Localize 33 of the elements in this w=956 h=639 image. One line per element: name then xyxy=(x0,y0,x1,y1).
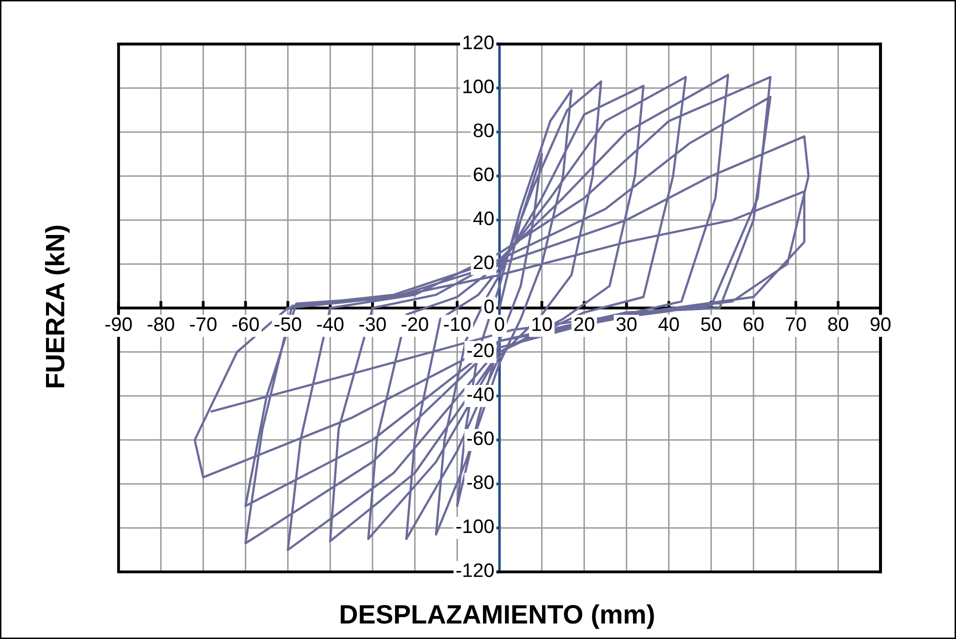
y-tick-label: 80 xyxy=(474,124,494,138)
x-tick-label: -40 xyxy=(317,317,344,332)
y-tick-label: 100 xyxy=(463,80,494,94)
x-tick-label: 10 xyxy=(532,317,552,332)
x-tick-label: -30 xyxy=(359,317,386,332)
y-axis-title: FUERZA (kN) xyxy=(45,226,70,388)
x-tick-label: 60 xyxy=(744,317,764,332)
y-tick-label: -120 xyxy=(456,563,494,578)
y-tick-label: 60 xyxy=(474,167,494,182)
x-tick-label: -10 xyxy=(444,317,470,332)
x-tick-label: -20 xyxy=(402,317,428,332)
x-tick-label: -60 xyxy=(232,317,259,332)
y-tick-label: -40 xyxy=(467,387,494,402)
y-tick-label: -80 xyxy=(467,475,494,490)
x-axis-title: DESPLAZAMIENTO (mm) xyxy=(340,604,654,629)
x-tick-label: -70 xyxy=(190,317,216,332)
x-tick-label: -80 xyxy=(148,317,174,332)
x-tick-label: 40 xyxy=(658,317,679,332)
y-tick-label: 0 xyxy=(484,299,494,314)
y-tick-label: 20 xyxy=(474,255,494,270)
x-tick-label: 90 xyxy=(870,317,891,332)
x-tick-label: 50 xyxy=(701,317,722,332)
y-tick-label: 120 xyxy=(463,36,494,50)
x-tick-label: 30 xyxy=(616,317,637,332)
x-tick-label: 20 xyxy=(574,317,594,332)
x-tick-label: 70 xyxy=(786,317,806,332)
x-tick-label: 0 xyxy=(494,317,504,332)
y-tick-label: -60 xyxy=(467,431,494,446)
x-tick-label: -50 xyxy=(274,317,302,332)
y-tick-label: 40 xyxy=(473,211,494,226)
x-tick-label: -90 xyxy=(105,317,132,332)
y-tick-label: -100 xyxy=(456,519,494,534)
x-tick-label: 80 xyxy=(828,317,848,332)
